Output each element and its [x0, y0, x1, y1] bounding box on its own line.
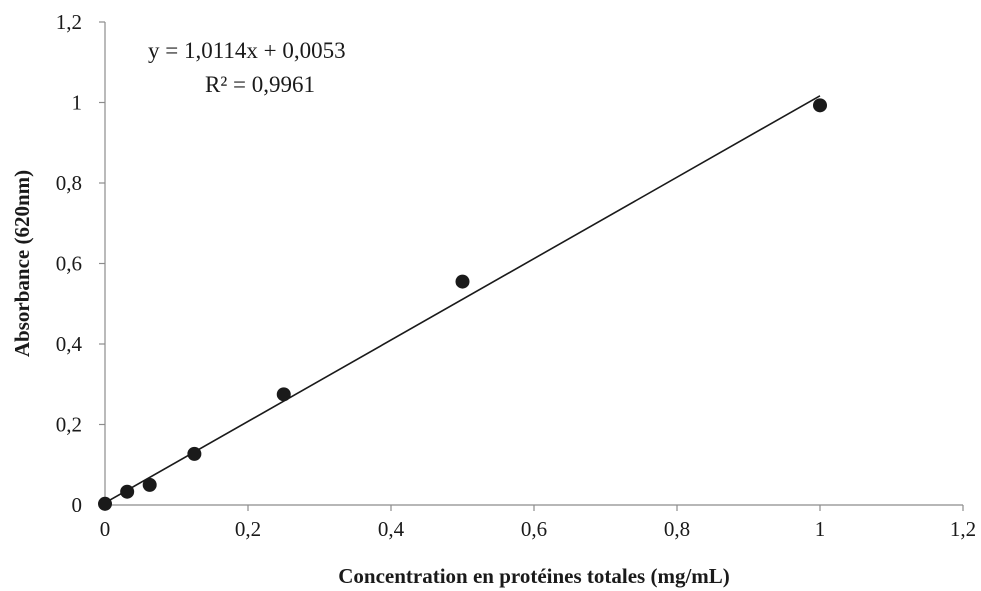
trendline — [104, 95, 821, 504]
y-axis-title: Absorbance (620nm) — [10, 170, 34, 357]
data-point — [98, 496, 112, 511]
x-tick-label: 1 — [815, 517, 826, 541]
x-tick-label: 0,2 — [235, 517, 261, 541]
y-tick-label: 0 — [72, 493, 83, 517]
data-point — [276, 387, 291, 402]
y-tick-label: 0,4 — [56, 332, 83, 356]
data-points — [98, 98, 827, 511]
data-point — [813, 98, 827, 113]
data-point — [455, 274, 470, 289]
r-squared-label: R² = 0,9961 — [205, 72, 315, 97]
y-tick-label: 0,8 — [56, 171, 82, 195]
y-ticks: 0 0,2 0,4 0,6 0,8 1 1,2 — [56, 10, 105, 517]
x-tick-label: 0 — [100, 517, 111, 541]
y-tick-label: 0,2 — [56, 413, 82, 437]
data-point — [187, 446, 202, 461]
x-tick-label: 0,8 — [664, 517, 690, 541]
data-point — [142, 477, 157, 492]
x-ticks: 0 0,2 0,4 0,6 0,8 1 1,2 — [100, 505, 976, 541]
y-tick-label: 0,6 — [56, 252, 82, 276]
y-tick-label: 1,2 — [56, 10, 82, 34]
x-axis-title: Concentration en protéines totales (mg/m… — [338, 564, 730, 588]
y-tick-label: 1 — [72, 91, 83, 115]
x-tick-label: 0,4 — [378, 517, 405, 541]
data-point — [120, 484, 135, 499]
regression-equation: y = 1,0114x + 0,0053 — [148, 38, 346, 63]
x-tick-label: 1,2 — [950, 517, 976, 541]
x-tick-label: 0,6 — [521, 517, 547, 541]
